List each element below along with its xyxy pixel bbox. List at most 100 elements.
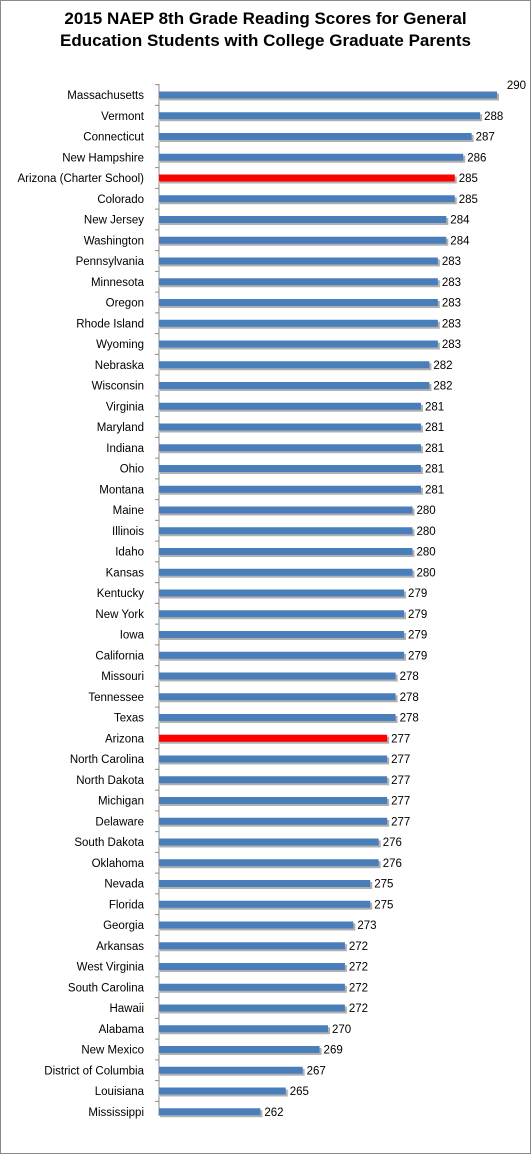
bar — [159, 112, 481, 120]
bar — [159, 485, 421, 493]
category-label: Michigan — [98, 796, 144, 808]
category-label: Illinois — [112, 526, 144, 538]
bar — [159, 859, 379, 867]
value-label: 284 — [450, 235, 470, 247]
value-label: 288 — [484, 111, 503, 123]
bar — [159, 527, 413, 535]
bar — [159, 963, 345, 970]
category-label: Oklahoma — [92, 858, 145, 870]
bar — [159, 568, 413, 576]
value-label: 276 — [383, 837, 402, 849]
value-label: 279 — [408, 588, 427, 600]
value-label: 272 — [349, 941, 368, 953]
bar — [159, 319, 438, 327]
bar — [159, 1066, 303, 1074]
category-label: Montana — [99, 484, 144, 496]
value-label: 277 — [391, 754, 410, 766]
value-label: 283 — [442, 339, 461, 351]
bar — [159, 548, 413, 555]
value-label: 283 — [442, 298, 461, 310]
bar — [159, 465, 421, 472]
value-label: 281 — [425, 443, 444, 455]
category-label: Wisconsin — [92, 381, 144, 393]
value-label: 279 — [408, 630, 427, 642]
value-label: 280 — [417, 547, 436, 559]
category-label: Arkansas — [96, 941, 144, 953]
value-label: 281 — [425, 484, 444, 496]
category-label: Hawaii — [109, 1003, 144, 1015]
bar — [159, 444, 421, 452]
category-label: Georgia — [103, 920, 145, 932]
category-label: New Mexico — [81, 1045, 144, 1057]
category-label: West Virginia — [77, 962, 145, 974]
category-label: South Dakota — [74, 837, 144, 849]
highlight-bar — [159, 174, 455, 182]
bar — [159, 382, 430, 389]
value-label: 280 — [417, 505, 436, 517]
value-label: 272 — [349, 1003, 368, 1015]
value-label: 281 — [425, 464, 444, 476]
category-label: Indiana — [106, 443, 144, 455]
value-label: 278 — [400, 713, 419, 725]
bar — [159, 983, 345, 991]
bar — [159, 880, 371, 887]
category-label: Tennessee — [88, 692, 144, 704]
value-label: 282 — [433, 360, 452, 372]
bar — [159, 133, 472, 140]
category-label: Alabama — [99, 1024, 145, 1036]
category-label: Minnesota — [91, 277, 145, 289]
bar — [159, 693, 396, 701]
category-label: North Carolina — [70, 754, 145, 766]
category-label: Colorado — [97, 194, 144, 206]
category-label: Arizona — [105, 733, 145, 745]
bar — [159, 299, 438, 306]
value-label: 284 — [450, 215, 470, 227]
category-label: Delaware — [95, 816, 144, 828]
value-label: 269 — [324, 1045, 343, 1057]
category-label: Connecticut — [83, 132, 145, 144]
value-label: 275 — [374, 899, 393, 911]
bar — [159, 278, 438, 286]
bar — [159, 195, 455, 203]
bar — [159, 340, 438, 348]
category-label: Texas — [114, 713, 144, 725]
value-label: 286 — [467, 152, 486, 164]
category-label: Maryland — [97, 422, 144, 434]
category-label: Kansas — [106, 567, 145, 579]
value-label: 277 — [391, 733, 410, 745]
value-label: 262 — [264, 1107, 283, 1119]
bar — [159, 1025, 328, 1033]
value-label: 265 — [290, 1086, 309, 1098]
value-label: 280 — [417, 526, 436, 538]
bar — [159, 610, 405, 618]
bar — [159, 153, 464, 161]
category-label: Missouri — [101, 671, 144, 683]
bar — [159, 921, 354, 929]
category-label: Kentucky — [97, 588, 145, 600]
category-label: Arizona (Charter School) — [17, 173, 144, 185]
bar — [159, 651, 405, 659]
value-label: 278 — [400, 692, 419, 704]
category-label: Mississippi — [88, 1107, 144, 1119]
value-label: 279 — [408, 609, 427, 621]
bar — [159, 1046, 320, 1053]
bar — [159, 672, 396, 680]
bar — [159, 257, 438, 265]
bar — [159, 900, 371, 908]
category-label: Iowa — [120, 630, 145, 642]
bar — [159, 817, 388, 825]
category-label: Virginia — [106, 401, 145, 413]
value-label: 281 — [425, 422, 444, 434]
bar — [159, 631, 405, 638]
category-label: Nevada — [104, 879, 144, 891]
category-label: Maine — [113, 505, 144, 517]
bar — [159, 402, 421, 410]
category-label: Oregon — [106, 298, 144, 310]
value-label: 272 — [349, 962, 368, 974]
category-label: North Dakota — [76, 775, 144, 787]
bar — [159, 361, 430, 369]
value-label: 280 — [417, 567, 436, 579]
bar — [159, 1108, 261, 1116]
value-label: 282 — [433, 381, 452, 393]
